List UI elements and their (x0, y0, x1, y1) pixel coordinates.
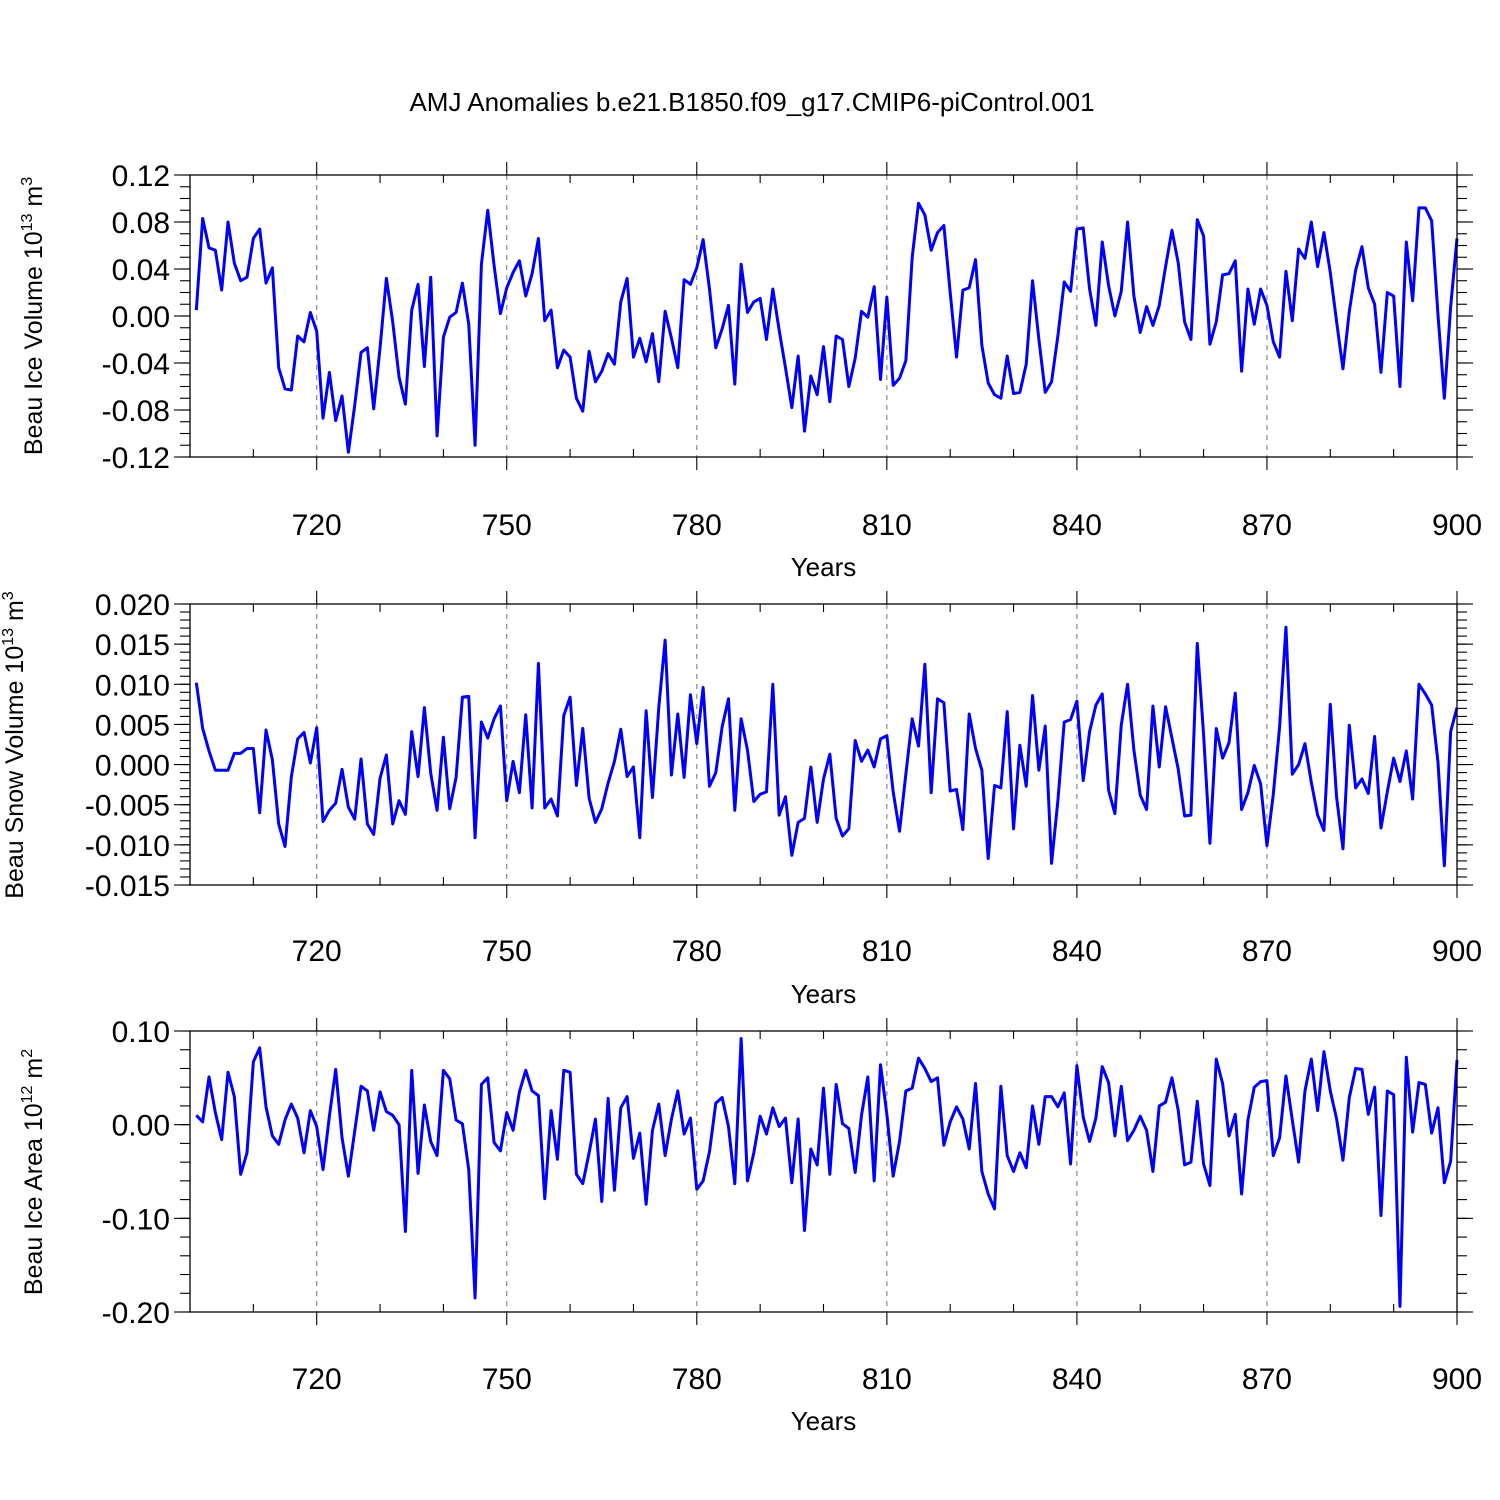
y-tick-label: 0.04 (112, 254, 170, 287)
x-tick-label: 780 (672, 1363, 722, 1396)
y-tick-label: 0.015 (95, 629, 170, 662)
y-axis-label-text: Beau Snow Volume 10 (1, 646, 29, 899)
x-tick-label: 810 (862, 1363, 912, 1396)
x-tick-label: 810 (862, 509, 912, 542)
series-line (195, 1036, 1459, 1308)
x-tick-label: 720 (292, 1363, 342, 1396)
y-tick-label: -0.12 (102, 442, 170, 475)
y-axis-label-superscript: 13 (19, 213, 36, 231)
y-axis-label-text: m (20, 186, 48, 214)
y-tick-label: -0.010 (85, 830, 170, 863)
y-tick-label: 0.00 (112, 1110, 170, 1143)
y-tick-label: 0.020 (95, 589, 170, 622)
y-axis-label-superscript: 13 (0, 628, 17, 646)
series-line (194, 201, 1459, 454)
x-tick-label: 750 (482, 935, 532, 968)
plot-frame (189, 174, 1458, 458)
x-tick-label: 900 (1432, 509, 1482, 542)
y-tick-label: 0.12 (112, 160, 170, 193)
y-tick-label: 0.10 (112, 1016, 170, 1049)
y-axis-label-text: Beau Ice Area 10 (20, 1103, 48, 1295)
y-axis-label: Beau Snow Volume 1013 m3 (0, 591, 29, 899)
y-axis-label-superscript: 2 (19, 1049, 36, 1058)
plot-frame (189, 1030, 1458, 1313)
x-axis-label: Years (791, 1406, 857, 1436)
y-axis-label-text: m (1, 600, 29, 628)
y-axis-label: Beau Ice Volume 1013 m3 (19, 177, 48, 455)
x-tick-label: 870 (1242, 935, 1292, 968)
x-tick-label: 810 (862, 935, 912, 968)
y-tick-label: -0.20 (102, 1297, 170, 1330)
panel-2: 720 750 780 810 840 870 900 -0.015 -0.010 -0.005 0… (0, 589, 1482, 1009)
y-tick-label: -0.015 (85, 870, 170, 903)
x-tick-label: 750 (482, 1363, 532, 1396)
x-tick-label: 900 (1432, 935, 1482, 968)
y-tick-label: -0.10 (102, 1203, 170, 1236)
x-tick-label: 720 (292, 509, 342, 542)
x-tick-label: 900 (1432, 1363, 1482, 1396)
panel-3: 720 750 780 810 840 870 900 -0.20 -0.10 0.00 0.10 Y… (19, 1016, 1482, 1436)
panel-1: 720 750 780 810 840 870 900 -0.12 -0.08 -0.04 0.00… (19, 160, 1482, 582)
x-tick-label: 870 (1242, 509, 1292, 542)
y-tick-label: -0.04 (102, 348, 170, 381)
y-tick-label: 0.08 (112, 207, 170, 240)
x-tick-label: 840 (1052, 509, 1102, 542)
figure-title: AMJ Anomalies b.e21.B1850.f09_g17.CMIP6-… (409, 87, 1094, 117)
x-axis-label: Years (791, 979, 857, 1009)
y-axis-label: Beau Ice Area 1012 m2 (19, 1049, 48, 1295)
y-tick-label: -0.005 (85, 790, 170, 823)
y-axis-label-superscript: 3 (0, 591, 17, 600)
y-tick-label: -0.08 (102, 395, 170, 428)
x-tick-label: 720 (292, 935, 342, 968)
x-tick-label: 870 (1242, 1363, 1292, 1396)
y-axis-label-superscript: 12 (19, 1085, 36, 1103)
x-tick-label: 840 (1052, 935, 1102, 968)
y-tick-label: 0.010 (95, 669, 170, 702)
y-tick-label: 0.005 (95, 709, 170, 742)
x-axis-label: Years (791, 552, 857, 582)
y-axis-label-superscript: 3 (19, 177, 36, 186)
y-tick-label: 0.00 (112, 301, 170, 334)
x-tick-label: 780 (672, 509, 722, 542)
plot-frame (189, 603, 1458, 886)
x-tick-label: 840 (1052, 1363, 1102, 1396)
x-tick-label: 780 (672, 935, 722, 968)
y-tick-label: 0.000 (95, 750, 170, 783)
series-line (194, 625, 1459, 868)
x-tick-label: 750 (482, 509, 532, 542)
y-axis-label-text: m (20, 1058, 48, 1086)
y-axis-label-text: Beau Ice Volume 10 (20, 231, 48, 455)
